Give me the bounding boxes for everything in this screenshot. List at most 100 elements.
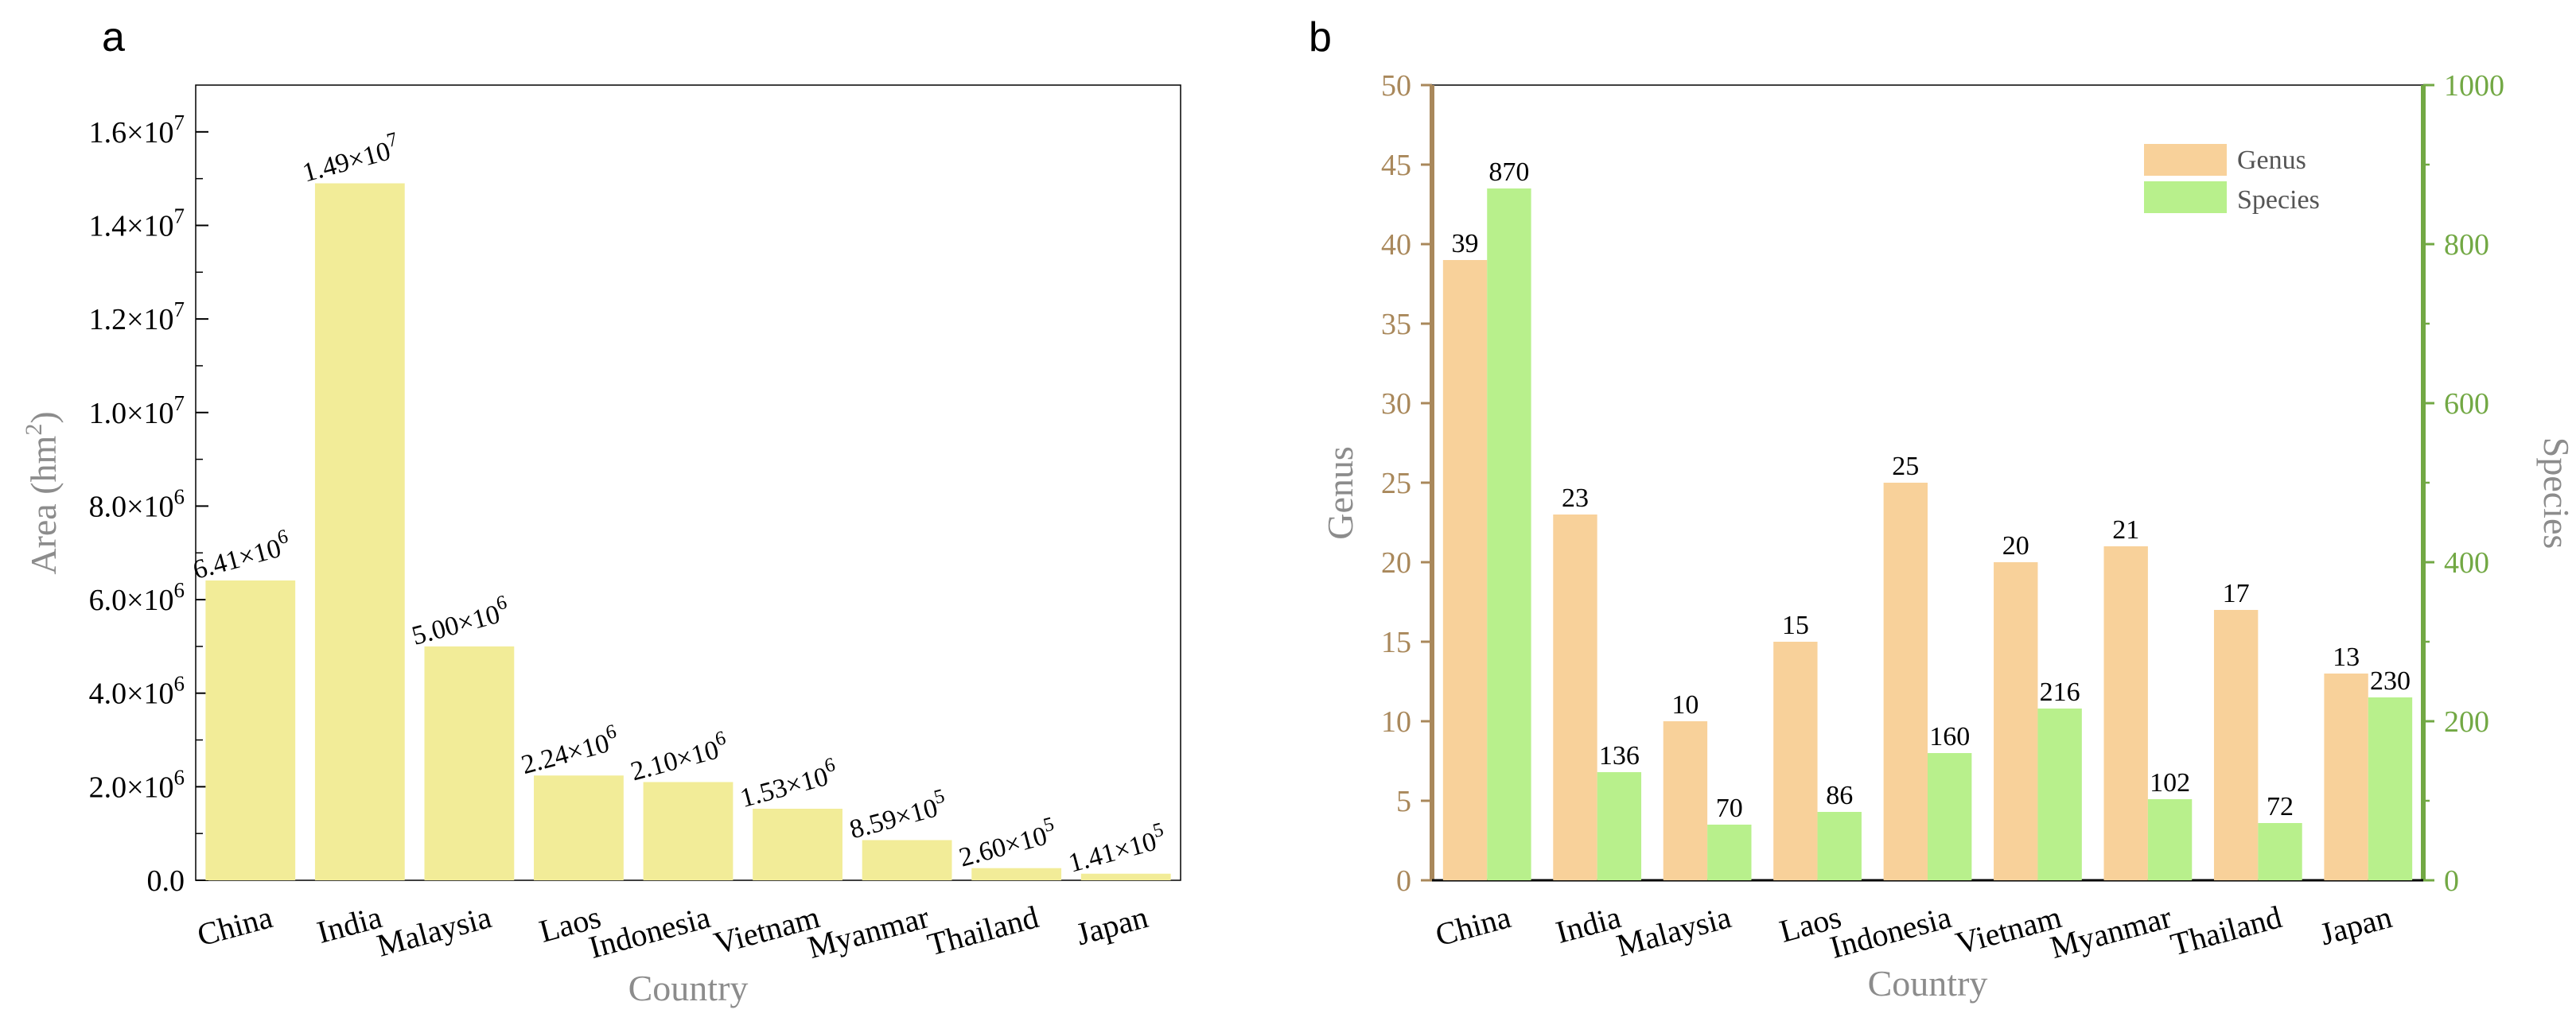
value-label-genus-myanmar: 21 [2112,515,2139,545]
y-tick-label: 0.0 [147,864,185,898]
value-label-species-myanmar: 102 [2150,768,2190,798]
x-tick-label-japan: Japan [2316,899,2395,952]
left-tick-label: 30 [1381,387,1411,421]
y-tick-label: 1.0×107 [89,391,185,430]
chart-panel-b: 0 5 10 15 20 25 30 35 40 45 50 0 200 400 600 800 1000 39… [1320,69,2576,1004]
y-axis-title-left-b: Genus [1320,446,1360,540]
value-label-species-malaysia: 70 [1716,794,1743,823]
bar-genus-india [1553,514,1597,880]
value-label-vietnam: 1.53×106 [736,754,841,813]
panel-a-letter: a [102,14,125,60]
value-labels-b: 39 870 23 136 10 70 15 86 25 160 20 216 21 102 17 72 13 2… [1452,157,2411,823]
y-tick-label: 1.6×107 [89,111,185,149]
legend-label-genus: Genus [2237,146,2306,175]
value-label-indonesia: 2.10×106 [626,727,731,786]
left-tick-label: 40 [1381,228,1411,262]
left-tick-label: 10 [1381,705,1411,739]
value-label-species-thailand: 72 [2267,792,2294,821]
left-tick-label: 35 [1381,308,1411,341]
legend-swatch-species [2144,181,2227,213]
bar-species-china [1487,188,1531,880]
bar-genus-japan [2324,674,2368,880]
value-label-species-laos: 86 [1826,781,1853,810]
value-label-thailand: 2.60×105 [955,813,1060,873]
bar-genus-thailand [2213,610,2259,880]
bar-india [314,183,405,880]
value-label-genus-malaysia: 10 [1671,690,1699,720]
x-tick-label-malaysia: Malaysia [1613,899,1735,963]
value-label-india: 1.49×107 [298,129,403,188]
bar-genus-laos [1773,642,1818,880]
value-label-genus-laos: 15 [1782,611,1809,640]
bar-species-japan [2368,697,2413,880]
left-tick-label: 50 [1381,69,1411,103]
left-tick-label: 15 [1381,626,1411,659]
value-label-genus-indonesia: 25 [1892,452,1919,481]
x-tick-label-indonesia: Indonesia [1826,899,1955,965]
bar-vietnam [753,809,842,880]
y-tick-label: 8.0×106 [89,484,185,523]
value-label-laos: 2.24×106 [517,720,622,780]
x-tick-label-japan: Japan [1072,899,1152,952]
left-tick-label: 25 [1381,467,1411,500]
bar-genus-china [1442,260,1488,880]
x-axis-title-b: Country [1868,963,1988,1004]
value-label-malaysia: 5.00×106 [407,592,512,651]
y-tick-label: 1.4×107 [89,204,185,243]
right-tick-label: 1000 [2444,69,2504,103]
value-label-genus-china: 39 [1452,229,1479,258]
bar-indonesia [643,782,733,880]
value-label-genus-vietnam: 20 [2002,531,2029,561]
y-tick-label: 6.0×106 [89,578,185,617]
bar-species-myanmar [2147,799,2193,880]
x-tick-label-malaysia: Malaysia [373,899,496,963]
bar-china [205,580,296,880]
value-label-japan: 1.41×105 [1064,819,1169,879]
right-tick-label: 200 [2444,705,2489,739]
bar-genus-malaysia [1663,721,1708,880]
x-axis-title-a: Country [628,968,749,1008]
bar-genus-vietnam [1994,562,2038,880]
value-label-genus-japan: 13 [2333,643,2360,672]
x-tick-label-india: India [1552,899,1625,950]
left-tick-label: 20 [1381,546,1411,580]
y-tick-label: 1.2×107 [89,297,185,336]
bars-b [1442,188,2413,880]
x-tick-label-thailand: Thailand [924,899,1042,962]
legend-label-species: Species [2237,185,2320,215]
bar-malaysia [424,646,515,880]
value-label-species-china: 870 [1488,157,1529,187]
value-label-species-india: 136 [1599,741,1640,771]
y-axis-ticks-b: 0 5 10 15 20 25 30 35 40 45 50 0 200 400 600 800 1000 [1381,69,2504,898]
chart-panel-a: 0.0 2.0×106 4.0×106 6.0×106 8.0×106 1.0×107 1.… [21,84,1181,1008]
bar-species-india [1597,772,1642,880]
legend-swatch-genus [2144,144,2227,176]
x-tick-label-myanmar: Myanmar [804,899,933,965]
right-tick-label: 400 [2444,546,2489,580]
y-tick-label: 2.0×106 [89,765,185,804]
bar-genus-indonesia [1883,483,1928,880]
y-axis-title-a: Area (hm2) [21,411,64,574]
bar-japan [1080,873,1171,880]
y-tick-label: 4.0×106 [89,672,185,711]
x-tick-label-china: China [1432,899,1515,953]
bars-a [205,183,1171,880]
left-tick-label: 0 [1396,864,1411,898]
left-tick-label: 5 [1396,785,1411,818]
value-label-china: 6.41×106 [189,526,294,585]
x-tick-label-china: China [193,899,276,953]
left-tick-label: 45 [1381,149,1411,182]
x-tick-label-thailand: Thailand [2167,899,2286,962]
right-tick-label: 600 [2444,387,2489,421]
value-label-species-vietnam: 216 [2040,678,2080,707]
value-label-genus-thailand: 17 [2223,579,2250,608]
bar-myanmar [862,840,952,880]
value-label-myanmar: 8.59×105 [845,785,950,845]
bar-thailand [971,868,1062,880]
y-axis-ticks-a: 0.0 2.0×106 4.0×106 6.0×106 8.0×106 1.0×107 1.… [89,111,208,898]
y-axis-title-right-b: Species [2536,437,2576,549]
bar-genus-myanmar [2103,546,2148,880]
